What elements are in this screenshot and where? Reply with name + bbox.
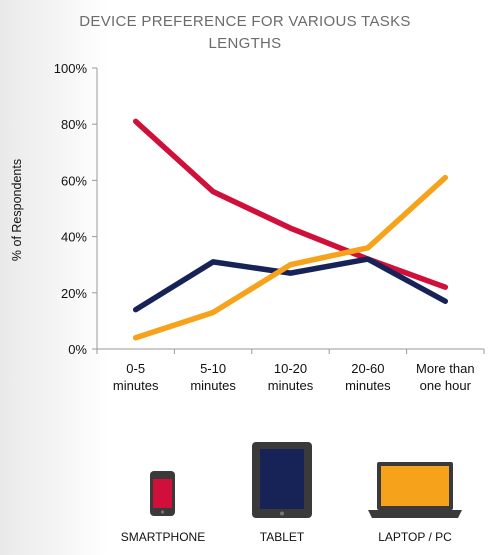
- x-tick-label: minutes: [345, 378, 391, 393]
- laptop-icon: [368, 462, 462, 518]
- device-legend: [150, 442, 462, 518]
- chart-title-line-1: DEVICE PREFERENCE FOR VARIOUS TASKS: [79, 13, 410, 30]
- y-tick-label: 0%: [68, 342, 87, 357]
- chart-title-line-2: LENGTHS: [209, 35, 282, 52]
- y-tick-label: 60%: [61, 173, 87, 188]
- axes: [92, 67, 485, 354]
- x-tick-label: 5-10: [200, 361, 226, 376]
- series-lines: [132, 118, 449, 341]
- tablet-icon: [252, 442, 312, 518]
- x-tick-label: 0-5: [126, 361, 145, 376]
- tick-labels: 0% 20% 40% 60% 80% 100% 0-5 minutes 5-10 minutes 1…: [54, 61, 475, 393]
- x-tick-label: minutes: [190, 378, 236, 393]
- x-tick-label: More than: [416, 361, 475, 376]
- series-line-laptop-pc: [132, 174, 449, 341]
- device-label-tablet: TABLET: [260, 530, 305, 544]
- device-label-smartphone: SMARTPHONE: [121, 530, 205, 544]
- y-tick-label: 40%: [61, 230, 87, 245]
- y-tick-label: 80%: [61, 117, 87, 132]
- x-tick-label: one hour: [420, 378, 472, 393]
- smartphone-icon: [150, 471, 175, 516]
- device-labels: SMARTPHONE TABLET LAPTOP / PC: [121, 530, 452, 544]
- y-tick-label: 20%: [61, 286, 87, 301]
- x-tick-label: 10-20: [274, 361, 307, 376]
- x-tick-label: minutes: [268, 378, 314, 393]
- y-tick-label: 100%: [54, 61, 88, 76]
- x-tick-label: minutes: [113, 378, 159, 393]
- device-label-laptop: LAPTOP / PC: [378, 530, 452, 544]
- y-axis-label: % of Respondents: [10, 159, 24, 261]
- x-tick-label: 20-60: [351, 361, 384, 376]
